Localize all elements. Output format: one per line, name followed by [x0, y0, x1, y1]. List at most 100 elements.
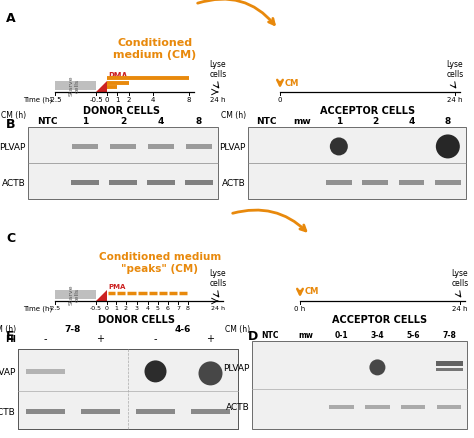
- Text: 4-6: 4-6: [175, 324, 191, 333]
- Text: -2.5: -2.5: [48, 97, 62, 103]
- Bar: [109, 180, 137, 186]
- Bar: [436, 361, 463, 366]
- Text: NTC: NTC: [256, 117, 276, 126]
- Text: Lyse
cells: Lyse cells: [210, 60, 227, 79]
- Text: B: B: [6, 118, 16, 131]
- Text: 4: 4: [151, 97, 155, 103]
- Bar: [399, 181, 424, 185]
- Text: 8: 8: [196, 117, 202, 126]
- Bar: [148, 145, 174, 150]
- Bar: [436, 368, 463, 371]
- Text: ACCEPTOR CELLS: ACCEPTOR CELLS: [332, 314, 428, 324]
- Text: 0 h: 0 h: [294, 305, 306, 311]
- Text: 4: 4: [146, 305, 150, 310]
- Text: CM (h): CM (h): [225, 324, 250, 333]
- Text: 0-1: 0-1: [335, 330, 348, 339]
- Circle shape: [145, 360, 166, 382]
- Text: 2: 2: [120, 117, 126, 126]
- Text: Lyse
cells: Lyse cells: [210, 268, 227, 287]
- Text: 4: 4: [158, 117, 164, 126]
- Text: E: E: [6, 329, 15, 342]
- Text: +: +: [207, 333, 215, 343]
- Text: Lyse
cells: Lyse cells: [451, 268, 469, 287]
- Text: mw: mw: [298, 330, 313, 339]
- Text: 3-4: 3-4: [371, 330, 384, 339]
- Circle shape: [199, 362, 222, 385]
- Text: NTC: NTC: [261, 330, 279, 339]
- Text: DONOR CELLS: DONOR CELLS: [83, 106, 161, 116]
- Text: ACTB: ACTB: [222, 179, 246, 187]
- Text: Time (h): Time (h): [23, 305, 52, 312]
- Text: PMA: PMA: [108, 72, 128, 81]
- Text: +: +: [97, 333, 104, 343]
- Text: 0: 0: [105, 305, 109, 310]
- Text: 24 h: 24 h: [447, 97, 463, 103]
- Text: 24 h: 24 h: [210, 97, 226, 103]
- Text: 7-8: 7-8: [442, 330, 456, 339]
- Text: 7: 7: [176, 305, 180, 310]
- Bar: [329, 405, 354, 409]
- Text: CM: CM: [305, 287, 319, 296]
- Bar: [185, 180, 213, 186]
- Bar: [72, 145, 98, 150]
- Text: 5: 5: [156, 305, 160, 310]
- Bar: [191, 409, 230, 414]
- Text: -2.5: -2.5: [49, 305, 61, 310]
- Text: 7-8: 7-8: [65, 324, 81, 333]
- Text: Starve
cells: Starve cells: [69, 76, 80, 96]
- Text: ACTB: ACTB: [2, 179, 26, 187]
- Text: 2: 2: [372, 117, 378, 126]
- Text: 1: 1: [82, 117, 88, 126]
- Text: 6: 6: [166, 305, 170, 310]
- Bar: [437, 405, 461, 409]
- Text: PLVAP: PLVAP: [224, 363, 250, 372]
- Text: 5-6: 5-6: [407, 330, 420, 339]
- Text: CM (h): CM (h): [221, 111, 246, 120]
- Text: ACTB: ACTB: [226, 403, 250, 412]
- Text: CM: CM: [285, 78, 300, 87]
- Text: PMA: PMA: [108, 283, 126, 290]
- Text: -0.5: -0.5: [90, 305, 102, 310]
- Bar: [26, 409, 65, 414]
- Text: Conditioned medium
"peaks" (CM): Conditioned medium "peaks" (CM): [99, 251, 221, 273]
- Text: 1: 1: [114, 305, 118, 310]
- Bar: [252, 341, 467, 429]
- Bar: [55, 290, 96, 299]
- Text: NTC: NTC: [37, 117, 57, 126]
- Text: 8: 8: [445, 117, 451, 126]
- Text: 2: 2: [124, 305, 128, 310]
- Text: PLVAP: PLVAP: [0, 367, 16, 376]
- Text: -: -: [44, 333, 47, 343]
- Bar: [186, 145, 212, 150]
- Text: Time (h): Time (h): [23, 97, 52, 103]
- Text: C: C: [6, 231, 15, 244]
- Bar: [28, 128, 218, 200]
- Text: 1: 1: [115, 97, 119, 103]
- Bar: [18, 349, 238, 429]
- Text: 0: 0: [105, 97, 109, 103]
- Text: DONOR CELLS: DONOR CELLS: [98, 314, 175, 324]
- Bar: [363, 181, 388, 185]
- Text: mw: mw: [293, 117, 311, 126]
- Bar: [81, 409, 120, 414]
- Text: 3: 3: [135, 305, 139, 310]
- Text: A: A: [6, 12, 16, 25]
- Text: Conditioned
medium (CM): Conditioned medium (CM): [113, 38, 197, 60]
- Bar: [147, 180, 175, 186]
- Bar: [136, 409, 175, 414]
- Text: ACTB: ACTB: [0, 407, 16, 416]
- Text: CM (h): CM (h): [0, 324, 16, 333]
- Text: 24 h: 24 h: [211, 305, 225, 310]
- Polygon shape: [96, 290, 107, 301]
- Bar: [326, 181, 352, 185]
- Text: 4: 4: [408, 117, 415, 126]
- Text: ACCEPTOR CELLS: ACCEPTOR CELLS: [320, 106, 415, 116]
- Circle shape: [369, 360, 385, 375]
- Text: HI: HI: [5, 334, 16, 343]
- Bar: [109, 145, 137, 150]
- Bar: [248, 128, 466, 200]
- Text: -0.5: -0.5: [89, 97, 103, 103]
- Bar: [18, 349, 238, 429]
- Circle shape: [436, 135, 460, 159]
- Text: 8: 8: [186, 305, 190, 310]
